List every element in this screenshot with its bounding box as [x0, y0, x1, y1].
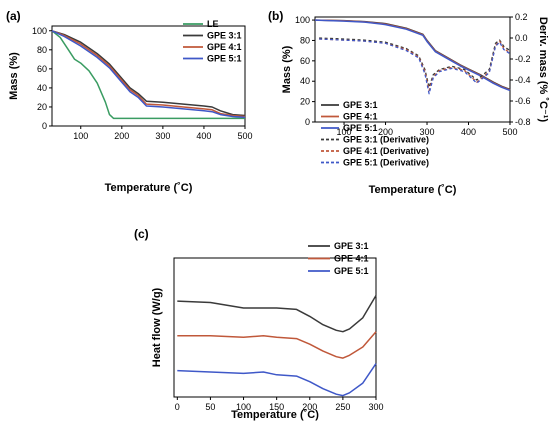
p0-series-line-1 — [51, 30, 246, 117]
p2-series-line-1 — [177, 331, 377, 359]
p1-legend-label: GPE 3:1 (Derivative) — [343, 135, 429, 145]
p1-x-tick-label: 400 — [461, 127, 476, 137]
p1-y-tick-label: 0 — [305, 117, 310, 127]
p1-series-line-4 — [319, 38, 511, 92]
p1-y-tick-label: 60 — [300, 56, 310, 66]
p0-y-tick-label: 20 — [37, 102, 47, 112]
p0-x-tick-label: 200 — [114, 131, 129, 141]
p1-legend-label: GPE 4:1 (Derivative) — [343, 146, 429, 156]
p1-y-tick-label: 100 — [295, 15, 310, 25]
p0-legend-label: GPE 5:1 — [207, 54, 242, 64]
p2-x-axis-label: Temperature (˚C) — [231, 409, 319, 421]
p0-y-axis-label: Mass (%) — [8, 52, 20, 100]
p1-y-right-tick-label: -0.4 — [515, 75, 531, 85]
p0-panel-label: (a) — [6, 9, 21, 23]
p2-x-tick-label: 250 — [335, 402, 350, 412]
p1-y-right-tick-label: -0.2 — [515, 54, 531, 64]
p2-y-axis-label: Heat flow (W/g) — [151, 287, 163, 367]
p1-y-right-tick-label: -0.8 — [515, 117, 531, 127]
p1-y-tick-label: 80 — [300, 35, 310, 45]
p1-x-tick-label: 300 — [420, 127, 435, 137]
p0-plot-frame — [51, 25, 246, 127]
p1-legend-label: GPE 5:1 (Derivative) — [343, 158, 429, 168]
p0-x-tick-label: 500 — [237, 131, 252, 141]
p0-y-tick-label: 80 — [37, 45, 47, 55]
p2-x-tick-label: 300 — [368, 402, 383, 412]
p2-panel-label: (c) — [134, 227, 149, 241]
p0-legend-label: GPE 3:1 — [207, 31, 242, 41]
p2-series-line-2 — [177, 363, 377, 397]
p2-x-tick-label: 150 — [269, 402, 284, 412]
p2-legend-label: GPE 3:1 — [334, 241, 369, 251]
p0-y-tick-label: 60 — [37, 64, 47, 74]
p0-x-axis-label: Temperature (˚C) — [105, 182, 193, 194]
p0-series-line-3 — [51, 30, 246, 119]
p1-y-tick-label: 20 — [300, 97, 310, 107]
p0-x-tick-label: 400 — [196, 131, 211, 141]
p1-y-right-axis-label: Deriv. mass (% ˚C⁻¹) — [537, 17, 549, 123]
p0-y-tick-label: 0 — [42, 121, 47, 131]
p2-series-line-0 — [177, 295, 377, 333]
p2-legend-label: GPE 4:1 — [334, 254, 369, 264]
p2-x-tick-label: 200 — [302, 402, 317, 412]
p2-x-tick-label: 0 — [175, 402, 180, 412]
p1-series-line-5 — [319, 38, 511, 95]
p0-series-line-2 — [51, 30, 246, 118]
p0-y-tick-label: 40 — [37, 83, 47, 93]
p1-y-right-tick-label: 0.0 — [515, 33, 528, 43]
p1-y-right-tick-label: 0.2 — [515, 12, 528, 22]
p2-plot-frame — [173, 257, 377, 398]
p0-series-line-0 — [51, 30, 245, 120]
p1-legend-label: GPE 3:1 — [343, 100, 378, 110]
p1-x-tick-label: 200 — [378, 127, 393, 137]
p2-legend-label: GPE 5:1 — [334, 266, 369, 276]
p1-plot-frame — [314, 16, 511, 123]
p0-x-tick-label: 100 — [73, 131, 88, 141]
p1-legend-label: GPE 5:1 — [343, 123, 378, 133]
p0-x-tick-label: 300 — [155, 131, 170, 141]
p0-legend-label: LE — [207, 19, 219, 29]
p0-legend-label: GPE 4:1 — [207, 42, 242, 52]
p2-x-tick-label: 100 — [236, 402, 251, 412]
p1-series-line-2 — [314, 19, 511, 92]
p1-panel-label: (b) — [268, 9, 283, 23]
p1-legend-label: GPE 4:1 — [343, 112, 378, 122]
p0-y-tick-label: 100 — [32, 26, 47, 36]
p1-x-axis-label: Temperature (˚C) — [369, 184, 457, 196]
p1-y-tick-label: 40 — [300, 76, 310, 86]
p1-y-right-tick-label: -0.6 — [515, 96, 531, 106]
p1-x-tick-label: 500 — [502, 127, 517, 137]
p1-x-tick-label: 100 — [337, 127, 352, 137]
p1-series-line-3 — [319, 37, 511, 88]
p2-x-tick-label: 50 — [205, 402, 215, 412]
p1-y-axis-label: Mass (%) — [281, 45, 293, 93]
